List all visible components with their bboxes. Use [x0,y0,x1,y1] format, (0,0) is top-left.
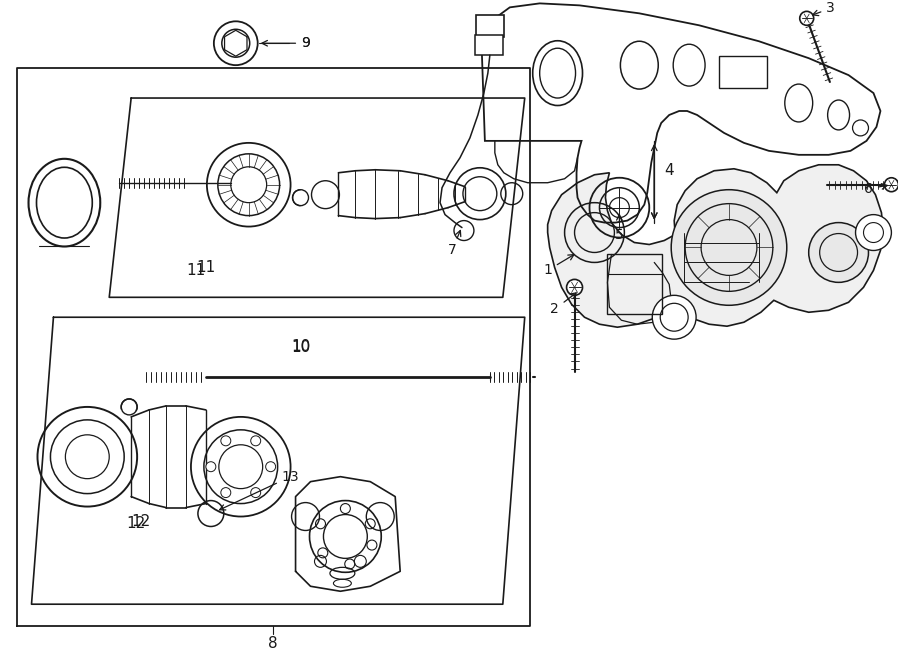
Circle shape [220,488,230,498]
Circle shape [567,280,582,295]
Text: 10: 10 [291,338,310,354]
Circle shape [251,436,261,446]
Circle shape [345,559,355,569]
Text: 11: 11 [196,260,215,275]
Circle shape [214,21,257,65]
Polygon shape [547,165,884,327]
Bar [608,254,662,314]
Circle shape [206,462,216,472]
Circle shape [220,436,230,446]
Circle shape [652,295,696,339]
Text: 12: 12 [131,514,150,529]
Text: 3: 3 [813,1,835,16]
Text: 13: 13 [220,470,300,510]
Text: 8: 8 [268,636,278,650]
Text: 2: 2 [550,293,576,316]
Text: 12: 12 [127,516,146,531]
Text: 1: 1 [544,254,574,278]
Circle shape [885,178,898,192]
Bar [476,15,504,37]
Bar [719,56,767,88]
Circle shape [251,488,261,498]
Text: 5: 5 [615,215,624,241]
Text: 6: 6 [864,182,887,196]
Circle shape [340,504,350,514]
Circle shape [365,519,375,529]
Text: 9: 9 [262,36,310,50]
Circle shape [800,11,814,25]
Text: 4: 4 [664,163,674,178]
Text: 10: 10 [291,340,310,355]
Text: 7: 7 [447,231,461,258]
Circle shape [809,223,868,282]
Circle shape [266,462,275,472]
Text: 11: 11 [186,263,205,278]
Text: 9: 9 [302,36,310,50]
Circle shape [318,548,328,558]
Circle shape [671,190,787,305]
Circle shape [316,519,326,529]
Circle shape [367,540,377,550]
Circle shape [856,215,891,251]
Bar [475,35,503,55]
